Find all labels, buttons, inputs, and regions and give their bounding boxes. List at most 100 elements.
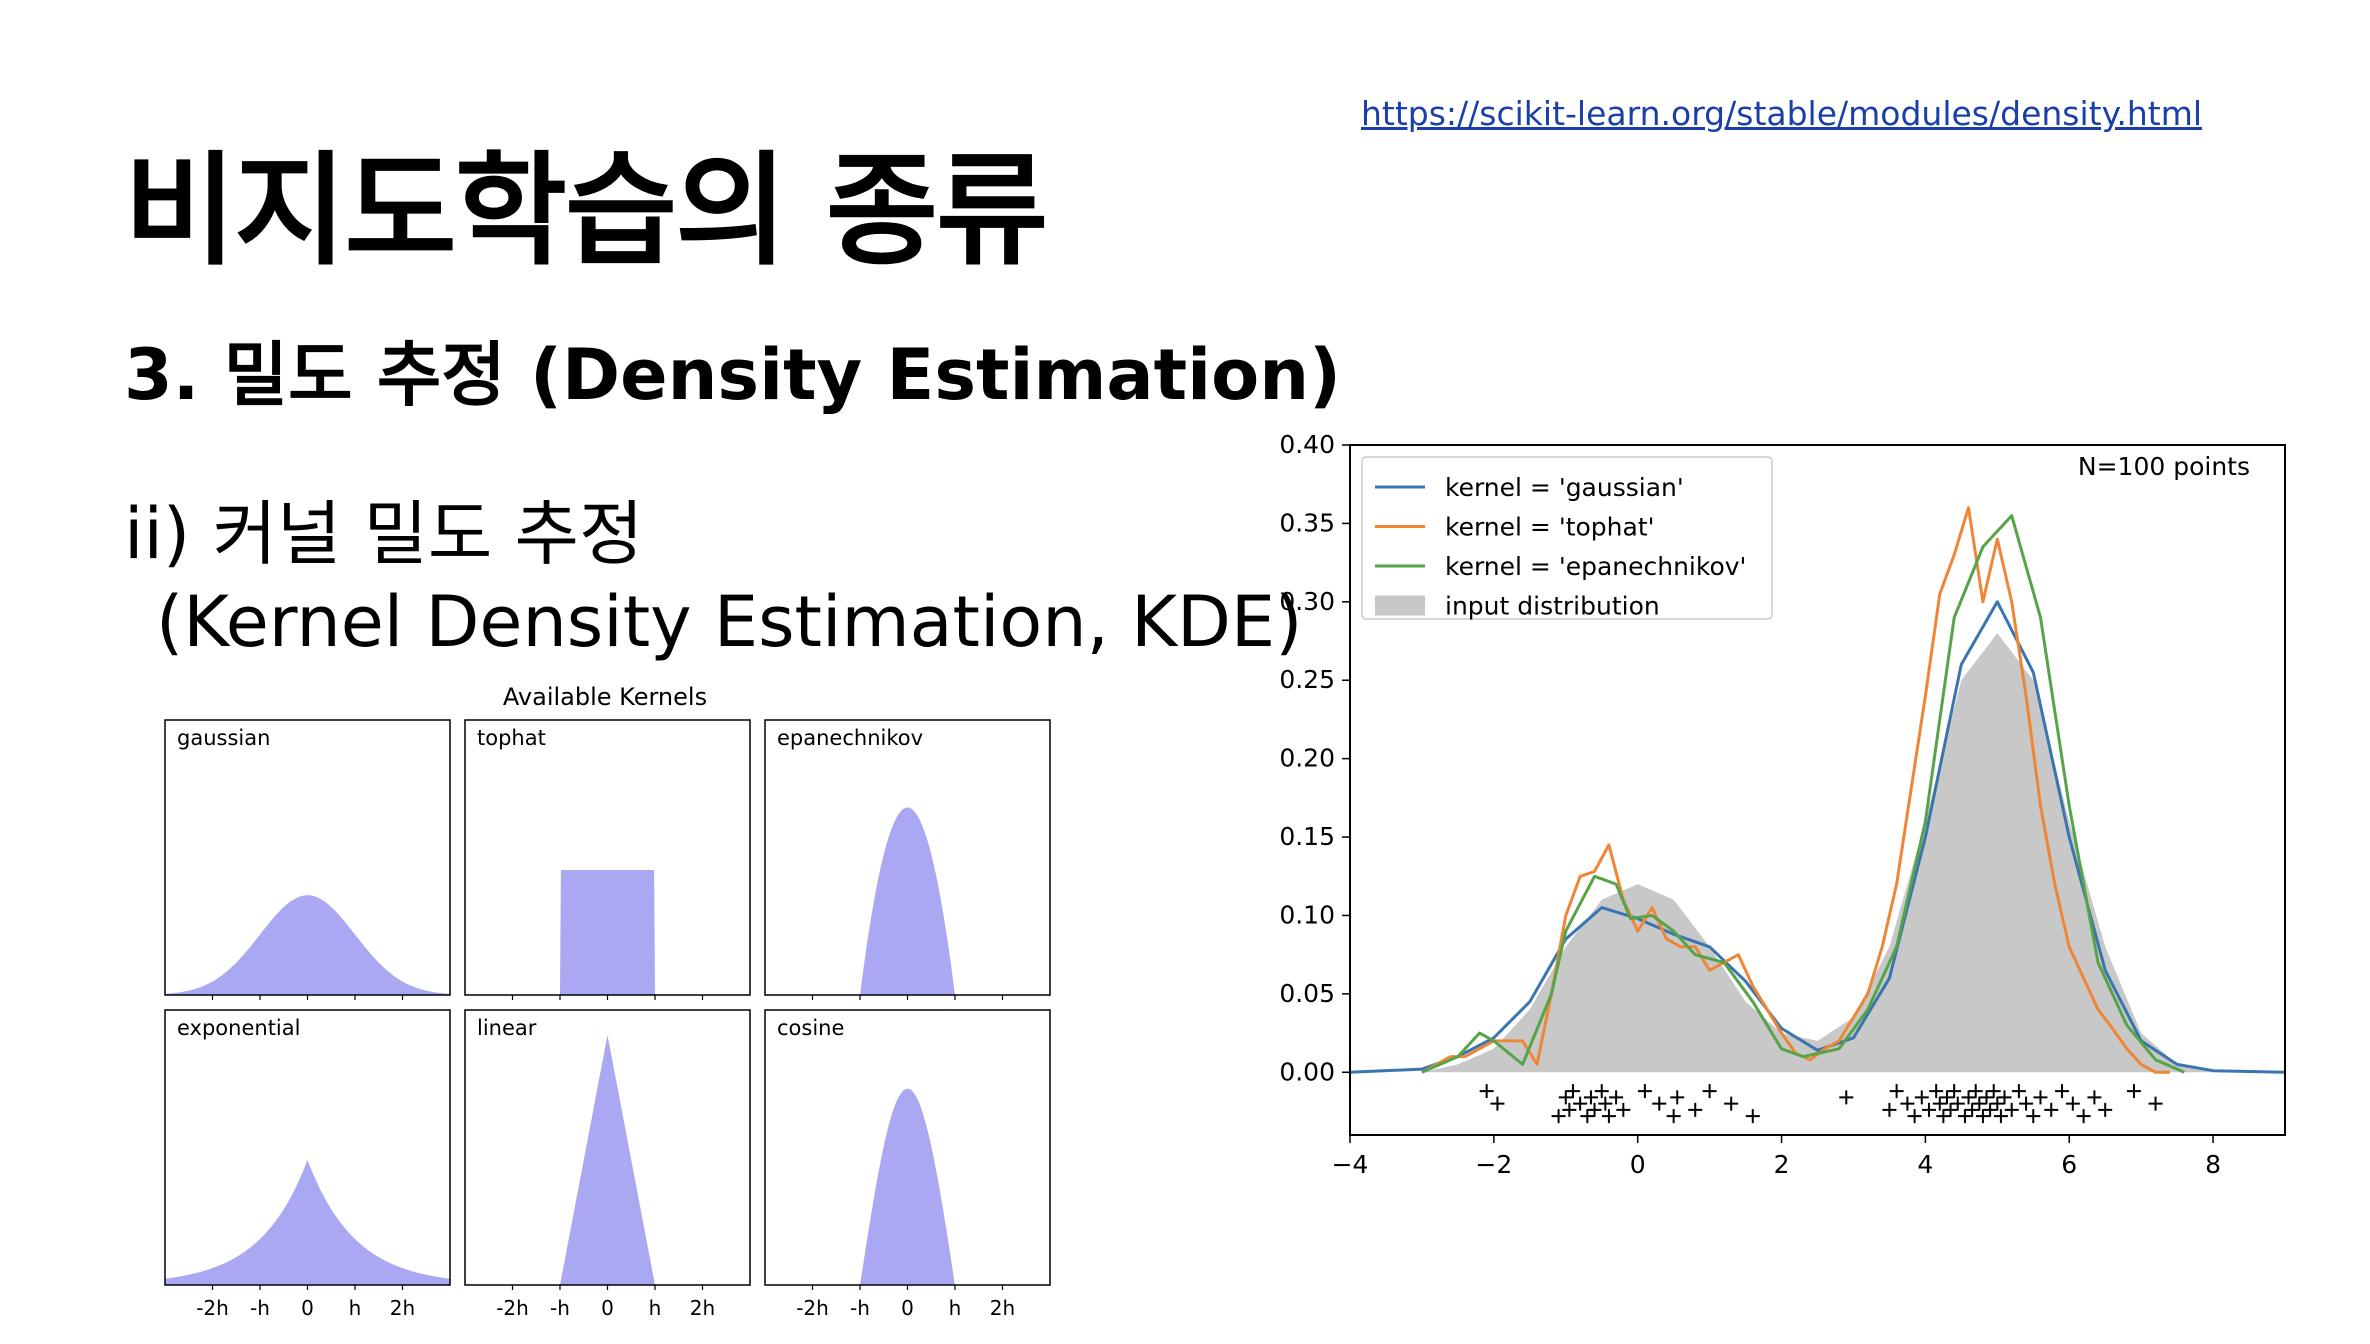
sample-marker xyxy=(1652,1096,1667,1111)
kernel-x-tick-label: 2h xyxy=(690,1296,715,1320)
kernel-x-tick-label: h xyxy=(949,1296,962,1320)
kernel-x-tick-label: -2h xyxy=(196,1296,229,1320)
sample-marker xyxy=(1724,1096,1739,1111)
series-line-0 xyxy=(1350,600,2285,1074)
kde-y-tick-label: 0.10 xyxy=(1279,900,1335,929)
sample-marker xyxy=(1950,1096,1965,1111)
sample-marker xyxy=(1961,1090,1976,1105)
sample-marker xyxy=(2044,1102,2059,1117)
sample-marker xyxy=(1688,1102,1703,1117)
kde-y-tick-label: 0.00 xyxy=(1279,1057,1335,1086)
legend-label: kernel = 'gaussian' xyxy=(1445,473,1684,502)
kernel-panel-label: gaussian xyxy=(177,726,270,750)
sample-marker xyxy=(1900,1096,1915,1111)
sample-marker xyxy=(1490,1096,1505,1111)
kernel-panel-label: epanechnikov xyxy=(777,726,923,750)
sample-marker xyxy=(1972,1096,1987,1111)
subsection-heading-line2: (Kernel Density Estimation, KDE) xyxy=(156,581,1303,663)
kernel-x-tick-label: 0 xyxy=(601,1296,614,1320)
legend-box xyxy=(1361,456,1773,620)
sample-marker xyxy=(2011,1084,2026,1099)
kernel-panel-exponential: exponential -2h -h 0 h 2h xyxy=(164,1009,451,1320)
sample-marker xyxy=(1957,1109,1972,1124)
sample-marker xyxy=(1929,1084,1944,1099)
sample-marker xyxy=(1598,1096,1613,1111)
kernel-fill-gaussian xyxy=(165,895,450,995)
kernel-x-tick-label: h xyxy=(649,1296,662,1320)
kde-y-tick-label: 0.25 xyxy=(1279,665,1335,694)
kde-plot-area xyxy=(1350,506,2285,1124)
sample-marker xyxy=(1565,1084,1580,1099)
sample-marker xyxy=(1939,1090,1954,1105)
legend-label: kernel = 'tophat' xyxy=(1445,513,1655,542)
sample-marker xyxy=(1936,1109,1951,1124)
sample-marker xyxy=(2148,1096,2163,1111)
kde-figure: −4 −2 0 2 4 6 8 0.00 0.05 0.10 0.15 0.20 0.25 0.30 0.3… xyxy=(1250,420,2300,1204)
section-heading: 3. 밀도 추정 (Density Estimation) xyxy=(124,334,1342,416)
sample-marker xyxy=(1882,1102,1897,1117)
sample-marker xyxy=(1745,1109,1760,1124)
sample-marker xyxy=(1907,1109,1922,1124)
sample-marker xyxy=(1983,1102,1998,1117)
sample-marker xyxy=(1979,1090,1994,1105)
sample-marker xyxy=(2026,1109,2041,1124)
kernel-x-tick-label: -2h xyxy=(496,1296,529,1320)
sample-marker xyxy=(1587,1102,1602,1117)
sample-marker xyxy=(1986,1084,2001,1099)
kernel-fill-tophat xyxy=(465,870,750,995)
sample-marker xyxy=(1573,1096,1588,1111)
sample-marker xyxy=(1921,1102,1936,1117)
kde-x-tick-label: 6 xyxy=(2061,1150,2077,1179)
sample-marker xyxy=(1666,1109,1681,1124)
sample-marker xyxy=(1968,1084,1983,1099)
sample-marker xyxy=(1943,1102,1958,1117)
kernel-x-tick-label: -h xyxy=(550,1296,570,1320)
kde-x-tick-label: 2 xyxy=(1774,1150,1790,1179)
sample-marker xyxy=(1947,1084,1962,1099)
legend-swatch xyxy=(1375,595,1425,616)
slide-title: 비지도학습의 종류 xyxy=(124,140,1048,282)
sample-marker xyxy=(1997,1090,2012,1105)
kernel-x-tick-label: -2h xyxy=(796,1296,829,1320)
sample-marker xyxy=(2019,1096,2034,1111)
sample-marker xyxy=(1616,1102,1631,1117)
sample-marker xyxy=(2126,1084,2141,1099)
sample-marker xyxy=(1601,1109,1616,1124)
kernel-panel-label: tophat xyxy=(477,726,546,750)
sample-marker xyxy=(1580,1109,1595,1124)
sample-marker xyxy=(1609,1090,1624,1105)
kernel-panel-label: linear xyxy=(477,1016,537,1040)
kernel-x-tick-label: -h xyxy=(850,1296,870,1320)
kernel-fill-epanechnikov xyxy=(765,807,1050,995)
kernel-x-tick-label: 2h xyxy=(390,1296,415,1320)
kde-y-tick-label: 0.30 xyxy=(1279,587,1335,616)
kernel-panel-tophat: tophat xyxy=(464,719,751,1000)
sample-marker xyxy=(1889,1084,1904,1099)
kde-x-tick-label: −4 xyxy=(1332,1150,1369,1179)
series-line-2 xyxy=(1421,514,2185,1074)
sample-marker xyxy=(1479,1084,1494,1099)
kernel-x-tick-label: -h xyxy=(250,1296,270,1320)
kernel-panel-linear: linear -2h -h 0 h 2h xyxy=(464,1009,751,1320)
kernel-panel-cosine: cosine -2h -h 0 h 2h xyxy=(764,1009,1051,1320)
kernel-x-tick-label: 2h xyxy=(990,1296,1015,1320)
kernel-fill-exponential xyxy=(165,1160,450,1285)
kde-annotation: N=100 points xyxy=(2078,452,2250,481)
sample-marker xyxy=(1562,1102,1577,1117)
sample-marker xyxy=(2065,1096,2080,1111)
kernel-panel-epanechnikov: epanechnikov xyxy=(764,719,1051,1000)
sample-marker xyxy=(1558,1090,1573,1105)
kernel-x-tick-label: 0 xyxy=(901,1296,914,1320)
sample-marker xyxy=(2098,1102,2113,1117)
kernel-x-tick-label: h xyxy=(349,1296,362,1320)
kde-y-tick-label: 0.20 xyxy=(1279,744,1335,773)
sample-marker xyxy=(1702,1084,1717,1099)
subsection-heading-line1: ii) 커널 밀도 추정 xyxy=(124,493,644,575)
sample-marker xyxy=(1594,1084,1609,1099)
sample-marker xyxy=(2004,1102,2019,1117)
reference-link[interactable]: https://scikit-learn.org/stable/modules/… xyxy=(1361,94,2203,133)
sample-marker xyxy=(1914,1090,1929,1105)
kde-legend: kernel = 'gaussian' kernel = 'tophat' kern… xyxy=(1361,456,1773,621)
sample-marker xyxy=(2076,1109,2091,1124)
